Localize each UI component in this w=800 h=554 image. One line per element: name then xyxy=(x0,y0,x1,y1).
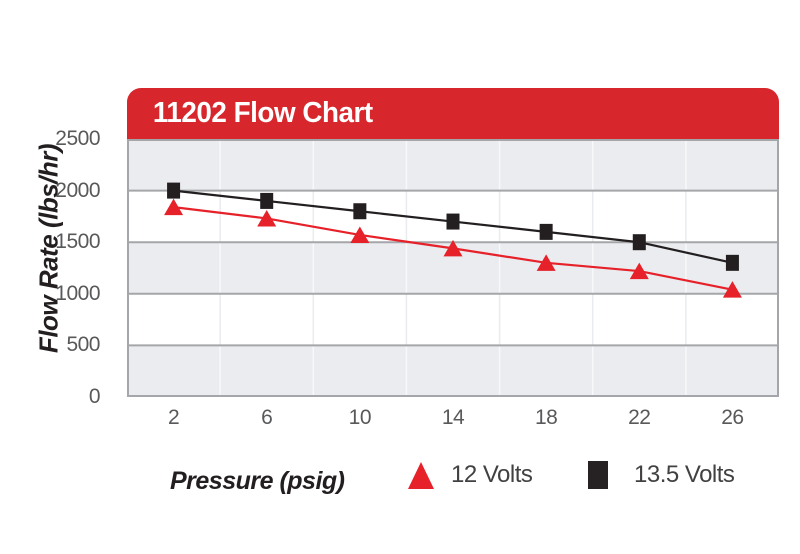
legend-label: 13.5 Volts xyxy=(634,461,735,488)
red-triangle-marker-icon xyxy=(408,461,434,489)
plot-band xyxy=(127,293,779,346)
y-tick-label: 0 xyxy=(88,385,101,408)
plot-band xyxy=(127,139,779,191)
x-axis-title: Pressure (psig) xyxy=(170,467,345,495)
x-tick-label: 22 xyxy=(628,406,651,429)
triangle-marker-icon xyxy=(443,239,463,257)
square-marker-icon xyxy=(446,213,460,230)
triangle-marker-icon xyxy=(536,254,556,271)
x-tick-label: 18 xyxy=(534,406,558,429)
y-tick-label: 2000 xyxy=(55,178,100,202)
square-marker-icon xyxy=(353,203,367,220)
y-tick-label: 1500 xyxy=(55,230,100,254)
black-square-marker-icon xyxy=(588,461,608,489)
square-marker-icon xyxy=(539,223,553,240)
legend-item-13-5-volts: 13.5 Volts xyxy=(588,461,735,489)
triangle-marker-icon xyxy=(257,209,277,227)
square-marker-icon xyxy=(260,192,274,209)
square-marker-icon xyxy=(167,182,181,199)
plot-band xyxy=(127,345,779,397)
x-tick-label: 10 xyxy=(348,406,372,429)
square-marker-icon xyxy=(725,254,739,271)
triangle-marker-icon xyxy=(629,262,649,280)
triangle-marker-icon xyxy=(722,281,742,298)
x-tick-label: 2 xyxy=(167,406,180,429)
x-tick-label: 14 xyxy=(441,406,465,429)
plot-border xyxy=(127,139,779,397)
x-tick-label: 26 xyxy=(721,406,744,429)
chart-plot-area xyxy=(127,139,779,397)
x-tick-label: 6 xyxy=(261,406,273,429)
chart-title-banner: 11202 Flow Chart xyxy=(127,88,779,139)
y-tick-label: 2500 xyxy=(55,127,100,150)
y-tick-label: 1000 xyxy=(55,281,100,305)
triangle-marker-icon xyxy=(350,226,370,243)
y-tick-label: 500 xyxy=(66,333,100,357)
legend-item-12-volts: 12 Volts xyxy=(408,461,533,489)
triangle-marker-icon xyxy=(164,198,184,216)
legend-label: 12 Volts xyxy=(451,461,533,488)
chart-title: 11202 Flow Chart xyxy=(152,97,373,129)
square-marker-icon xyxy=(632,234,646,251)
